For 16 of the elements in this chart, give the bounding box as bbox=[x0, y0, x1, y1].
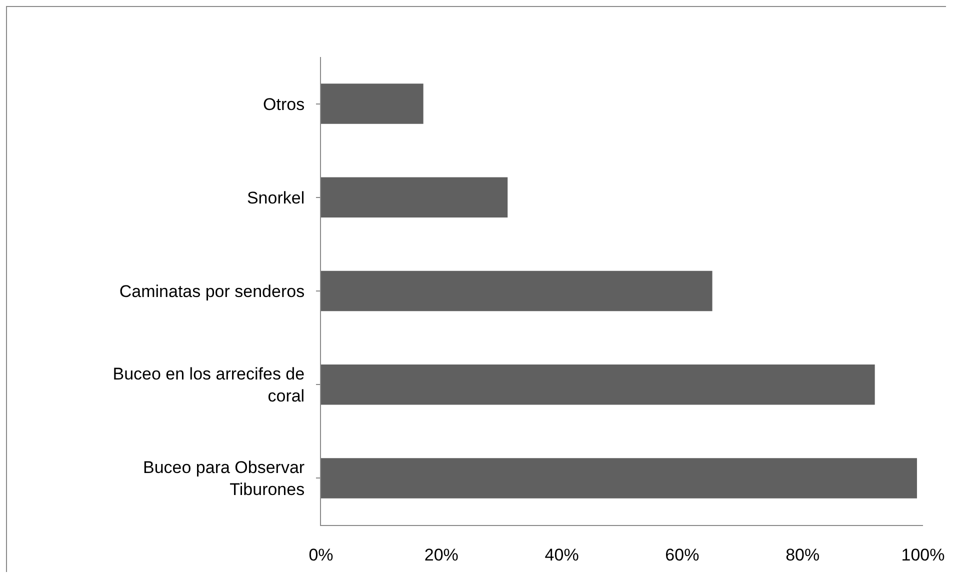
x-tick-label: 20% bbox=[424, 545, 458, 564]
x-tick-label: 0% bbox=[308, 545, 334, 564]
x-tick-label: 40% bbox=[544, 545, 579, 564]
bar bbox=[321, 177, 508, 218]
y-tick-label: Buceo para Observar Tiburones bbox=[143, 458, 305, 500]
bar bbox=[321, 84, 424, 124]
y-tick-label: Snorkel bbox=[246, 188, 305, 208]
bar bbox=[321, 364, 875, 405]
x-tick-label: 80% bbox=[786, 545, 820, 564]
bar bbox=[321, 458, 917, 498]
x-tick-label: 60% bbox=[665, 545, 700, 564]
y-tick-label: Caminatas por senderos bbox=[119, 282, 305, 301]
y-tick-label: Otros bbox=[263, 94, 305, 114]
bar bbox=[321, 270, 712, 312]
y-tick-label: Buceo en los arrecifes de coral bbox=[112, 364, 305, 406]
x-tick-label: 100% bbox=[901, 545, 945, 564]
